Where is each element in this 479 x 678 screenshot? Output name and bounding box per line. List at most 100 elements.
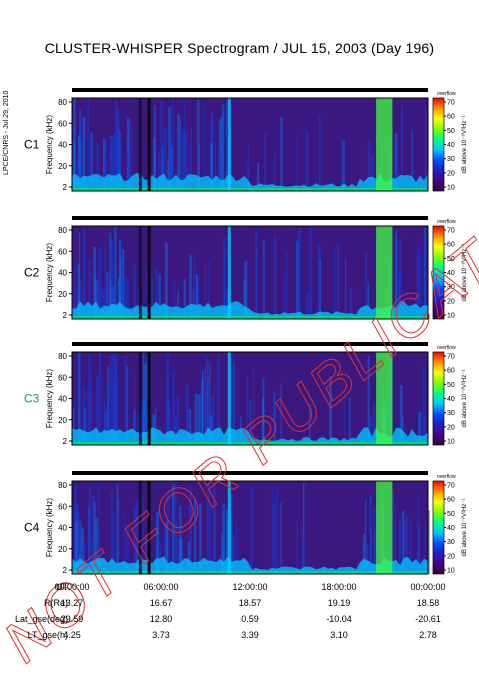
spectral-stripe bbox=[317, 243, 321, 319]
spectral-stripe bbox=[73, 407, 75, 445]
spectral-stripe bbox=[151, 278, 154, 319]
spectral-stripe bbox=[165, 521, 168, 574]
event-band bbox=[227, 226, 231, 319]
y-tick-label: 60 bbox=[58, 247, 67, 256]
spectral-stripe bbox=[142, 352, 145, 445]
spectral-stripe bbox=[80, 139, 83, 191]
low-frequency-band bbox=[72, 173, 428, 191]
footer-value: 12:00:00 bbox=[232, 582, 268, 592]
footer-value: 12.80 bbox=[149, 614, 173, 624]
colorbar-tick-label: 50 bbox=[447, 256, 455, 263]
spectral-stripe bbox=[111, 354, 114, 445]
spectral-stripe bbox=[246, 375, 249, 445]
footer-value: 06:00:00 bbox=[143, 582, 179, 592]
spectral-stripe bbox=[231, 534, 235, 574]
footer-row-label: R(Re) bbox=[44, 598, 68, 608]
spectral-stripe bbox=[190, 126, 192, 191]
colorbar-tick-label: 70 bbox=[447, 228, 455, 235]
spectral-stripe bbox=[400, 385, 403, 445]
spectral-stripe bbox=[210, 142, 214, 191]
spectral-stripe bbox=[207, 359, 209, 445]
y-tick-label: 80 bbox=[58, 352, 67, 361]
spectral-stripe bbox=[244, 260, 248, 319]
spectral-stripe bbox=[125, 278, 129, 319]
spectral-stripe bbox=[158, 274, 161, 319]
spectral-stripe bbox=[411, 130, 413, 191]
spectral-stripe bbox=[296, 519, 298, 574]
spectral-stripe bbox=[189, 141, 191, 191]
spectral-stripe bbox=[134, 375, 136, 445]
spectral-stripe bbox=[280, 382, 282, 445]
spectral-stripe bbox=[257, 162, 260, 191]
colorbar-top-label: overflow bbox=[437, 91, 456, 97]
spectral-stripe bbox=[84, 387, 86, 445]
y-tick-label: 80 bbox=[58, 98, 67, 107]
spectral-stripe bbox=[306, 290, 309, 319]
spectral-stripe bbox=[74, 255, 77, 319]
colorbar-top-label: overflow bbox=[437, 219, 456, 225]
spectral-stripe bbox=[194, 499, 197, 574]
spectral-stripe bbox=[127, 279, 130, 319]
spectral-stripe bbox=[130, 122, 133, 191]
colorbar bbox=[432, 97, 445, 192]
spectral-stripe bbox=[150, 503, 152, 574]
spectral-stripe bbox=[116, 484, 119, 574]
spectral-stripe bbox=[79, 520, 82, 574]
footer-value: -10.04 bbox=[326, 614, 352, 624]
spectral-stripe bbox=[370, 417, 373, 445]
spectral-stripe bbox=[126, 523, 129, 574]
spectral-stripe bbox=[424, 518, 426, 574]
spectral-stripe bbox=[273, 236, 277, 319]
spectral-stripe bbox=[255, 230, 258, 319]
spectral-stripe bbox=[142, 414, 145, 445]
colorbar-tick-label: 50 bbox=[447, 128, 455, 135]
spectral-stripe bbox=[183, 279, 186, 319]
spectral-stripe bbox=[401, 105, 404, 191]
colorbar-tick-label: 40 bbox=[447, 142, 455, 149]
spectral-stripe bbox=[273, 497, 276, 574]
spectral-stripe bbox=[274, 152, 276, 191]
spectral-stripe bbox=[77, 148, 80, 191]
event-band bbox=[227, 481, 231, 574]
panel-name: C1 bbox=[24, 138, 40, 152]
spectral-stripe bbox=[264, 133, 267, 191]
spectral-stripe bbox=[96, 143, 99, 191]
footer-value: 3.39 bbox=[241, 630, 259, 640]
spectral-stripe bbox=[122, 277, 126, 319]
y-tick-label: 20 bbox=[58, 416, 67, 425]
footer-row-label: LT_gse(h) bbox=[27, 630, 68, 640]
event-band bbox=[376, 98, 393, 191]
spectral-stripe bbox=[164, 521, 165, 574]
spectral-stripe bbox=[155, 266, 158, 319]
spectral-stripe bbox=[98, 247, 102, 319]
spectral-stripe bbox=[365, 544, 369, 574]
spectral-stripe bbox=[221, 533, 224, 574]
panel-name: C3 bbox=[24, 392, 40, 406]
spectral-stripe bbox=[425, 229, 428, 319]
spectral-stripe bbox=[120, 133, 122, 191]
spectral-stripe bbox=[298, 228, 301, 319]
spectral-stripe bbox=[88, 486, 92, 574]
spectral-stripe bbox=[213, 387, 215, 445]
panel-name: C4 bbox=[24, 521, 40, 535]
spectral-stripe bbox=[189, 486, 192, 574]
spectral-stripe bbox=[211, 396, 214, 445]
spectral-stripe bbox=[226, 509, 229, 574]
spectral-stripe bbox=[113, 510, 116, 574]
spectral-stripe bbox=[114, 226, 117, 319]
spectral-stripe bbox=[183, 133, 186, 191]
spectral-stripe bbox=[229, 494, 233, 574]
spectral-stripe bbox=[194, 259, 196, 319]
spectral-stripe bbox=[417, 521, 419, 574]
low-frequency-band bbox=[72, 427, 428, 445]
colorbar-tick-label: 30 bbox=[447, 284, 455, 291]
spectral-stripe bbox=[155, 406, 157, 445]
spectral-stripe bbox=[370, 529, 372, 574]
footer-value: 16.67 bbox=[149, 598, 173, 608]
footer-value: 00:00:00 bbox=[54, 582, 90, 592]
spectral-stripe bbox=[158, 153, 160, 191]
spectral-stripe bbox=[222, 504, 226, 574]
spectral-stripe bbox=[133, 506, 136, 574]
spectral-stripe bbox=[208, 261, 210, 319]
spectral-stripe bbox=[233, 361, 235, 445]
